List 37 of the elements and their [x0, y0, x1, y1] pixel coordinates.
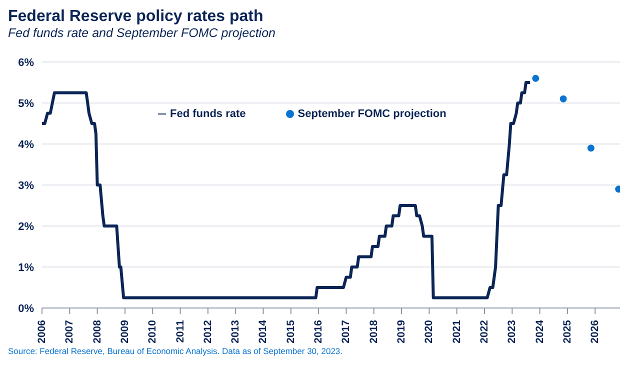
x-tick-label: 2011 [174, 320, 186, 343]
x-tick-label: 2026 [589, 320, 602, 344]
legend-label: Fed funds rate [170, 108, 246, 120]
point [587, 144, 594, 152]
x-tick-label: 2008 [91, 320, 104, 344]
x-tick-label: 2021 [450, 320, 463, 344]
x-tick-label: 2009 [118, 320, 131, 344]
source-note: Source: Federal Reserve, Bureau of Economic Analysis. Data as of September 30, 2023. [8, 346, 344, 356]
x-tick-label: 2016 [312, 320, 325, 344]
x-tick-label: 2006 [36, 320, 48, 344]
chart-subtitle: Fed funds rate and September FOMC projection [8, 26, 276, 40]
y-tick-label: 1% [18, 262, 34, 274]
x-tick-label: 2018 [368, 320, 380, 344]
y-tick-label: 2% [18, 220, 34, 233]
y-tick-label: 3% [18, 180, 34, 192]
x-tick-label: 2017 [340, 320, 352, 344]
y-tick-label: 4% [18, 138, 34, 151]
legend-label: September FOMC projection [298, 108, 446, 120]
x-tick-label: 2014 [257, 320, 270, 344]
x-tick-label: 2024 [534, 320, 546, 344]
y-tick-label: 6% [18, 56, 34, 69]
x-tick-label: 2023 [506, 320, 518, 344]
x-tick-label: 2022 [478, 320, 490, 344]
x-tick-label: 2015 [284, 320, 297, 344]
y-tick-label: 0% [18, 302, 34, 315]
point [532, 74, 540, 82]
x-tick-label: 2010 [146, 320, 159, 344]
x-tick-label: 2013 [230, 320, 242, 344]
point [560, 95, 567, 102]
y-tick-label: 5% [18, 98, 34, 110]
chart-title: Federal Reserve policy rates path [8, 8, 264, 26]
x-tick-label: 2012 [202, 320, 214, 344]
x-tick-label: 2020 [423, 320, 436, 344]
x-tick-label: 2019 [396, 320, 408, 344]
x-tick-label: 2025 [561, 320, 574, 344]
x-tick-label: 2007 [64, 320, 76, 344]
line-series [42, 81, 532, 300]
